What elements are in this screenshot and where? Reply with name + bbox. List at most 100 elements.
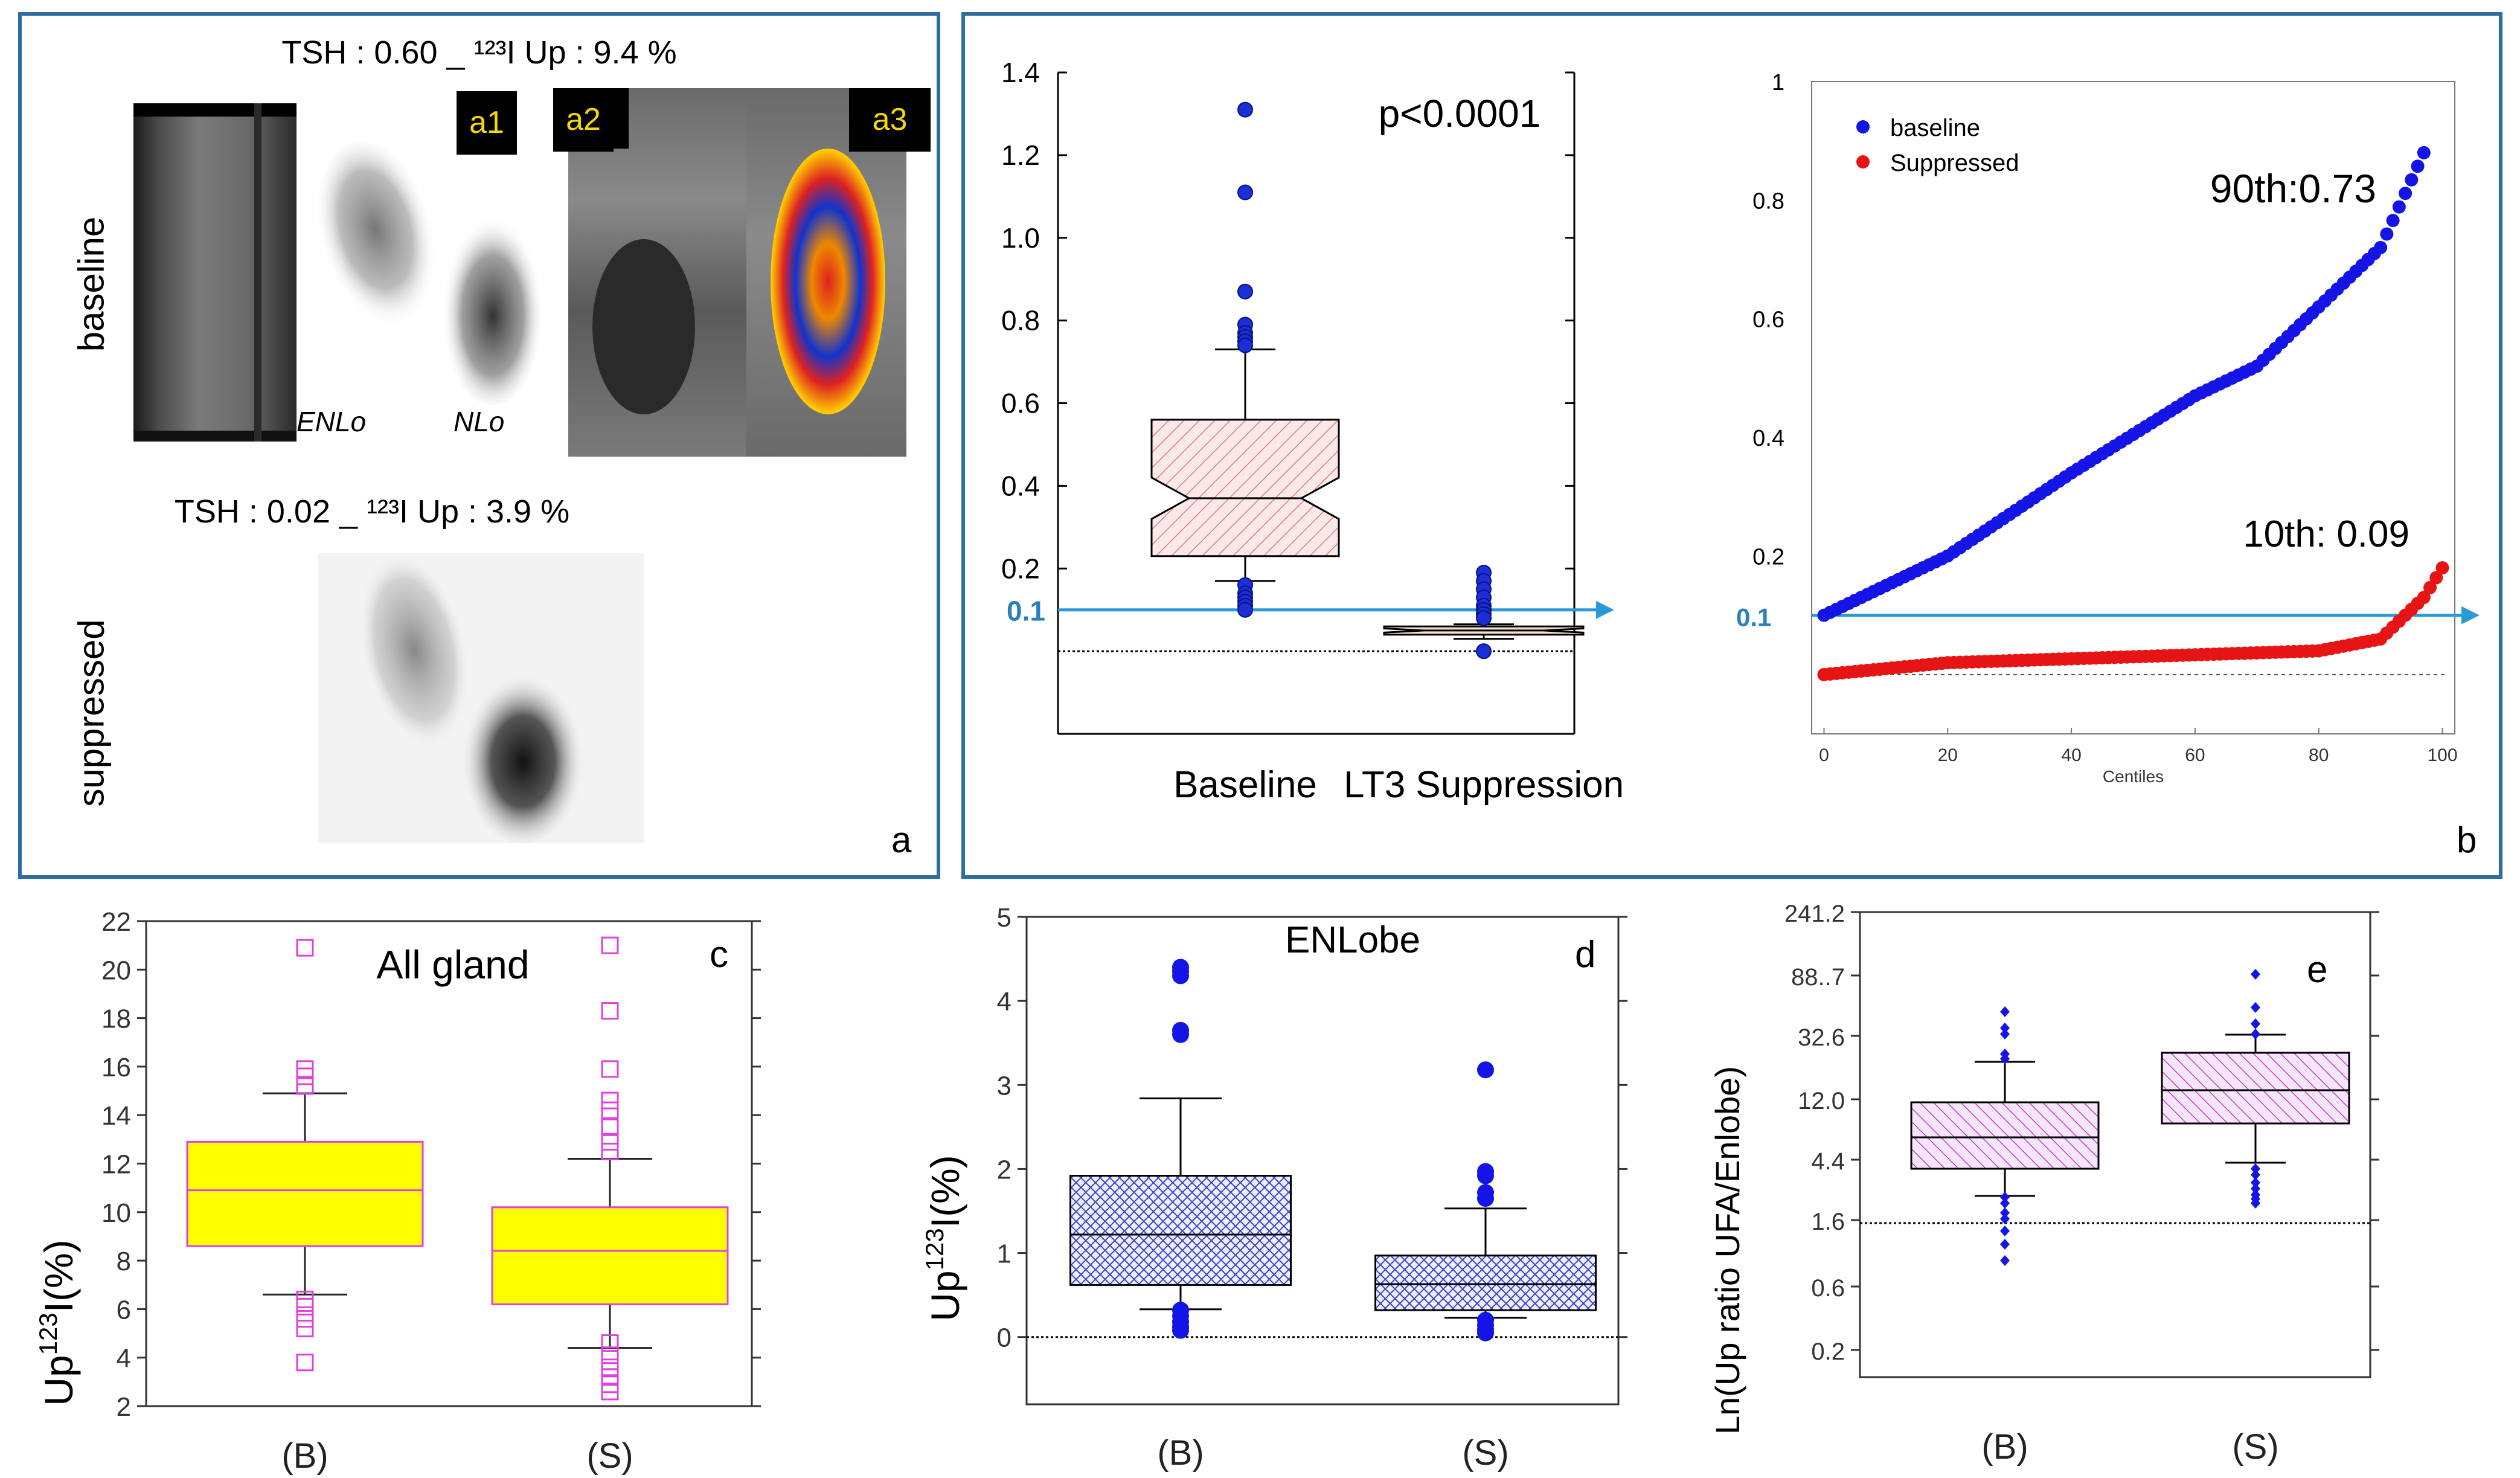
ultrasound-image-a1: [133, 103, 297, 442]
outlier-point: [601, 1346, 619, 1364]
y-tick-label: 5: [997, 903, 1012, 933]
outlier-point: [601, 1060, 619, 1078]
reference-line-label: 0.1: [1007, 596, 1045, 627]
chart-e: Ln(Up ratio UFA/Enlobe) 0.2 0.6 1.6 4.4 12.0 3…: [1708, 901, 2379, 1467]
label-nlo: NLo: [454, 406, 505, 437]
y-tick-label: 32.6: [1798, 1024, 1845, 1051]
tag-a2: a2: [553, 88, 614, 152]
x-tick-label: 20: [1938, 745, 1958, 765]
y-tick-label: 0.8: [1001, 305, 1040, 336]
y-tick-label: 1.2: [1001, 140, 1040, 171]
outlier-point: [2251, 969, 2260, 980]
outlier-point: [2000, 1023, 2010, 1033]
y-tick-label: 0.4: [1752, 426, 1784, 451]
y-tick-label: 4.4: [1811, 1148, 1845, 1175]
suppressed-caption: TSH : 0.02 _ ¹²³I Up : 3.9 %: [174, 493, 570, 530]
outlier-point: [2000, 1255, 2010, 1266]
outlier-point: [1172, 967, 1189, 985]
plot-frame: [1811, 81, 2455, 734]
chart-b-right: 0.2 0.4 0.6 0.8 1 0 20 40 60 80 100 Centiles 0.1 base…: [1736, 70, 2480, 786]
outlier-point: [296, 1077, 314, 1095]
scatter-point-suppressed: [2417, 591, 2431, 605]
panel-letter-d: d: [1575, 934, 1596, 975]
panel-letter-c: c: [710, 934, 728, 975]
panel-letter-a: a: [891, 820, 912, 860]
y-tick-label: 4: [117, 1344, 131, 1374]
y-tick-label: 0.4: [1001, 470, 1040, 501]
chart-d: ENLobe Up123I(%) 0 1 2 3 4 5 (B) (S): [920, 903, 1627, 1473]
scatter-point-suppressed: [2423, 580, 2437, 594]
y-tick-label: 6: [117, 1295, 131, 1325]
tag-a3: a3: [849, 88, 931, 152]
outlier-point: [2000, 1239, 2010, 1250]
y-tick-label: 20: [101, 956, 131, 985]
y-tick-label: 1: [997, 1239, 1012, 1269]
row-label-baseline: baseline: [71, 216, 112, 352]
annotation-10th: 10th: 0.09: [2243, 513, 2409, 555]
outlier-point: [2251, 1169, 2260, 1180]
box: [1910, 1101, 2100, 1170]
outlier-point: [601, 1358, 619, 1377]
x-tick-label: 60: [2185, 745, 2205, 765]
outlier-point: [601, 1142, 619, 1160]
x-tick-label: 80: [2309, 745, 2329, 765]
outlier-point: [601, 936, 619, 954]
outlier-point: [2000, 1198, 2010, 1209]
chart-b-left: 0.2 0.4 0.6 0.8 1.0 1.2 1.4 0.1 p<0.0001 Baseline…: [1001, 57, 1624, 806]
outlier-point: [1476, 610, 1492, 626]
outlier-point: [1237, 337, 1253, 353]
outlier-point: [296, 1354, 314, 1372]
y-tick-label: 12.0: [1798, 1088, 1845, 1114]
x-tick-label: 0: [1819, 745, 1829, 765]
scatter-point-suppressed: [2435, 561, 2449, 575]
x-tick-label: 40: [2061, 745, 2081, 765]
scatter-point-suppressed: [2429, 571, 2443, 585]
outlier-point: [2251, 1018, 2260, 1029]
outlier-point: [601, 1118, 619, 1136]
panel-b: b: [961, 12, 2502, 879]
outlier-point: [2251, 1177, 2260, 1188]
category-label: (B): [281, 1436, 328, 1476]
panel-letter-b: b: [2457, 820, 2477, 860]
legend-marker: [1856, 155, 1870, 169]
y-tick-label: 1.4: [1001, 57, 1040, 88]
scatter-point-baseline: [2374, 240, 2388, 254]
y-tick-label: 4: [997, 987, 1012, 1017]
outlier-point: [601, 1101, 619, 1119]
outlier-point: [1477, 1061, 1494, 1079]
outlier-point: [296, 1309, 314, 1328]
plot-frame: [1859, 911, 2371, 1378]
category-label: (S): [2232, 1427, 2278, 1467]
y-tick-label: 1.0: [1001, 222, 1040, 254]
outlier-point: [601, 1133, 619, 1151]
outlier-point: [2251, 1002, 2260, 1013]
outlier-point: [1477, 1324, 1494, 1341]
y-tick-label: 0.6: [1811, 1275, 1845, 1302]
y-tick-label: 10: [101, 1198, 131, 1228]
y-tick-label: 3: [997, 1071, 1012, 1100]
outlier-point: [2000, 1192, 2010, 1203]
y-tick-label: 88..7: [1791, 964, 1845, 991]
outlier-point: [1477, 1167, 1494, 1184]
box: [186, 1140, 424, 1247]
tag-a1: a1: [457, 91, 517, 155]
row-label-suppressed: suppressed: [71, 619, 112, 807]
box: [1069, 1175, 1292, 1286]
reference-line-label: 0.1: [1736, 603, 1771, 632]
y-tick-label: 14: [101, 1101, 131, 1131]
scintigraphy-baseline: [316, 141, 544, 405]
y-tick-label: 0.2: [1811, 1338, 1845, 1365]
y-tick-label: 18: [101, 1004, 131, 1034]
y-tick-label: 0.6: [1001, 388, 1040, 419]
plot-frame: [1025, 916, 1620, 1406]
outlier-point: [1476, 643, 1492, 660]
p-value-annotation: p<0.0001: [1379, 92, 1541, 135]
outlier-point: [2000, 1207, 2010, 1218]
category-label: (S): [1462, 1433, 1508, 1473]
box: [491, 1206, 729, 1305]
outlier-point: [2251, 1163, 2260, 1174]
doppler-image-a3: [746, 88, 906, 457]
scintigraphy-suppressed: [318, 548, 644, 843]
category-label: (S): [586, 1436, 633, 1476]
outlier-point: [2251, 1183, 2260, 1194]
